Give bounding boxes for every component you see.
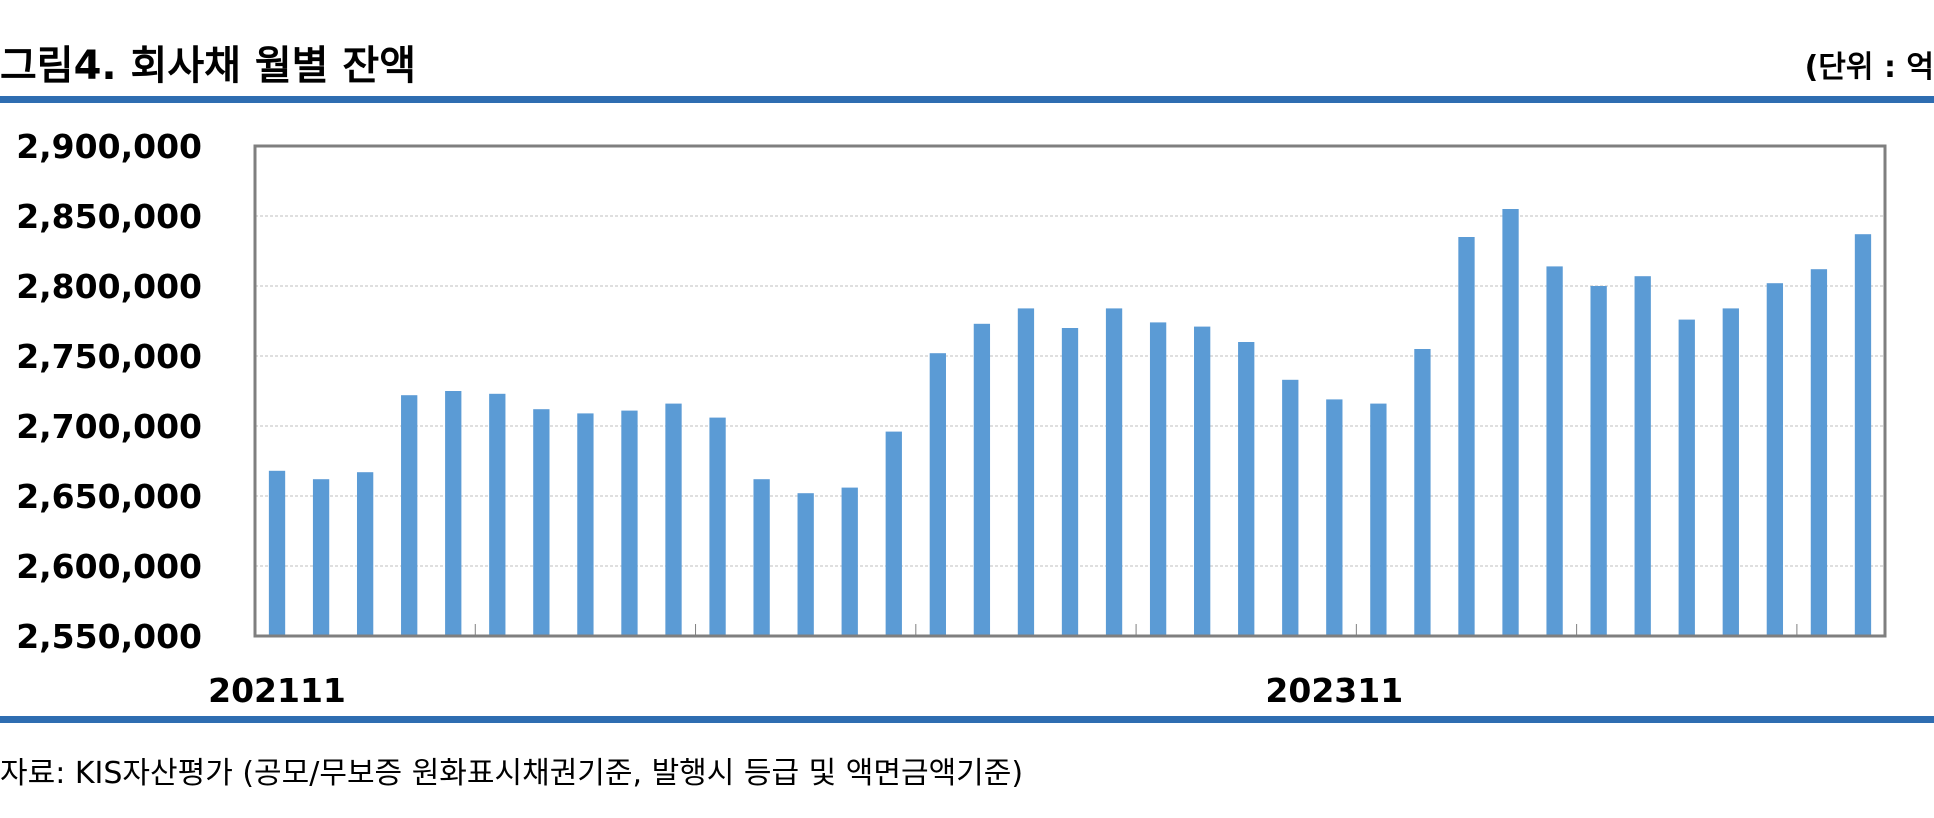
bar (1546, 266, 1563, 636)
bar (709, 417, 726, 636)
bar (973, 323, 991, 636)
bar (1414, 349, 1431, 636)
y-tick-label: 2,650,000 (16, 477, 202, 516)
bar (1766, 283, 1784, 636)
bar (841, 487, 858, 636)
y-tick-label: 2,550,000 (16, 617, 202, 656)
bar (1590, 286, 1607, 636)
y-tick-label: 2,850,000 (16, 197, 202, 236)
bar (1854, 234, 1872, 636)
unit-label: (단위 : 억 (1804, 50, 1934, 85)
bar (665, 403, 682, 636)
y-tick-label: 2,700,000 (16, 407, 202, 446)
top-rule (0, 96, 1934, 103)
bar (401, 395, 418, 636)
bar (1238, 342, 1255, 636)
bar (1678, 319, 1695, 636)
bar (1458, 237, 1475, 636)
bar (1326, 399, 1343, 636)
bar (1105, 308, 1123, 636)
source-note: 자료: KIS자산평가 (공모/무보증 원화표시채권기준, 발행시 등급 및 액… (0, 756, 1024, 791)
bar (1370, 403, 1387, 636)
y-tick-label: 2,600,000 (16, 547, 202, 586)
bar (929, 353, 946, 636)
bar (753, 479, 770, 636)
y-tick-label: 2,800,000 (16, 267, 202, 306)
x-tick-label: 202311 (1265, 671, 1403, 710)
bar (1149, 322, 1167, 636)
bar (1502, 209, 1519, 636)
bar (1017, 308, 1035, 636)
bar (1194, 326, 1211, 636)
bar (1061, 328, 1079, 636)
bar (1634, 276, 1651, 636)
x-tick-label: 202111 (208, 671, 346, 710)
bar (797, 493, 814, 636)
y-tick-label: 2,750,000 (16, 337, 202, 376)
bar (489, 393, 506, 636)
bar (885, 431, 902, 636)
chart-title: 그림4. 회사채 월별 잔액 (0, 43, 417, 89)
bar (1282, 379, 1299, 636)
bar (621, 410, 638, 636)
bar (1810, 269, 1828, 636)
y-tick-label: 2,900,000 (16, 127, 202, 166)
bar (1722, 308, 1739, 636)
bar (533, 409, 550, 636)
bar (312, 479, 330, 636)
plot-frame (253, 144, 1887, 638)
bar-chart: 2,550,000 2,600,000 2,650,000 2,700,000 2,75… (16, 127, 1887, 710)
bar (445, 391, 462, 636)
bar (356, 472, 374, 636)
bar (268, 470, 286, 636)
bar (577, 413, 594, 636)
bottom-rule (0, 716, 1934, 723)
